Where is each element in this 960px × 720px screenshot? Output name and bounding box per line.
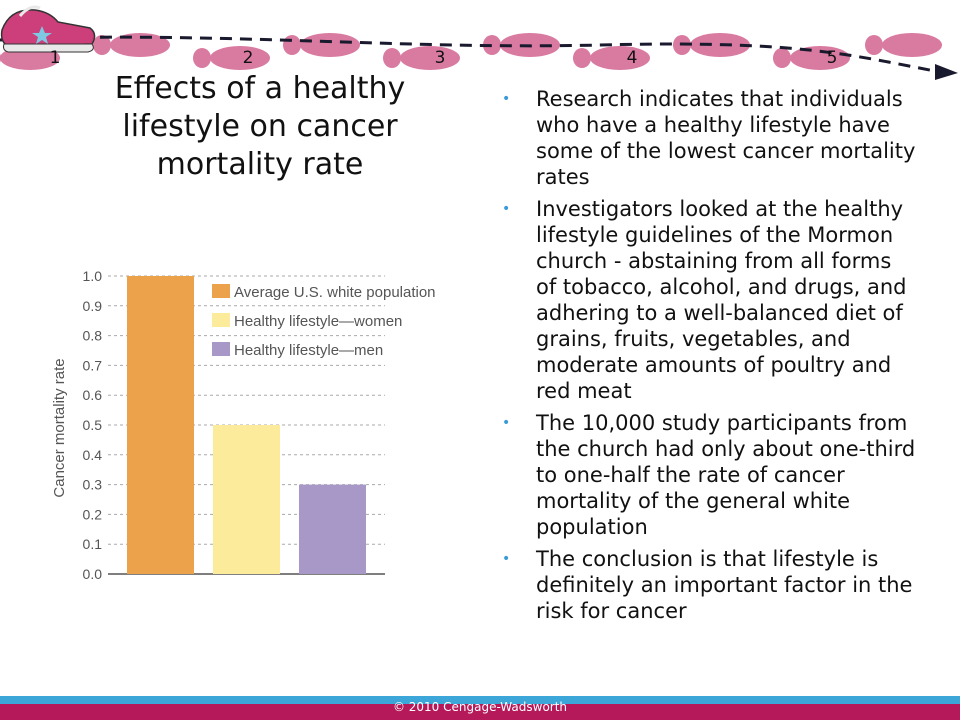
chart-legend: Average U.S. white population Healthy lif… [212, 284, 436, 359]
bullet-dot-icon: • [502, 91, 511, 107]
bullet-dot-icon: • [502, 201, 511, 217]
sneaker-icon [0, 5, 96, 53]
footer-stripe-magenta [0, 704, 960, 720]
bullet-text: The conclusion is that lifestyle is defi… [536, 547, 913, 623]
step-number: 2 [243, 48, 254, 68]
y-axis-ticks: 0.0 0.1 0.2 0.3 0.4 0.5 0.6 0.7 0.8 0.9 1.0 [83, 268, 103, 582]
footprint-icon [573, 46, 650, 70]
step-number: 5 [827, 48, 838, 68]
bullet-item: • The conclusion is that lifestyle is def… [496, 546, 916, 624]
y-tick-label: 0.3 [83, 477, 103, 493]
bullet-dot-icon: • [502, 415, 511, 431]
footprint-icon [193, 46, 270, 70]
y-tick-label: 0.6 [83, 387, 103, 403]
bullet-text: Investigators looked at the healthy life… [536, 197, 907, 403]
y-axis-label: Cancer mortality rate [51, 358, 68, 497]
copyright-text: © 2010 Cengage-Wadsworth [392, 700, 568, 714]
y-tick-label: 0.2 [83, 506, 103, 522]
footprint-icon [383, 46, 460, 70]
footprints [0, 33, 942, 70]
y-tick-label: 0.1 [83, 536, 103, 552]
y-tick-label: 0.5 [83, 417, 103, 433]
bullet-text: Research indicates that individuals who … [536, 87, 916, 189]
y-tick-label: 1.0 [83, 268, 103, 284]
bullet-item: • Investigators looked at the healthy lif… [496, 196, 916, 404]
cancer-mortality-bar-chart: 0.0 0.1 0.2 0.3 0.4 0.5 0.6 0.7 0.8 0.9 1.0 Averag… [51, 268, 436, 582]
dashed-trail-line [0, 35, 941, 74]
bullet-item: • Research indicates that individuals who… [496, 86, 916, 190]
footprint-icon [93, 33, 170, 57]
y-tick-label: 0.8 [83, 328, 103, 344]
bar-2 [213, 425, 280, 574]
step-number: 1 [50, 48, 61, 68]
step-number: 4 [627, 48, 638, 68]
legend-label: Average U.S. white population [234, 284, 436, 301]
trail-arrow-icon [935, 64, 958, 80]
footprint-icon [283, 33, 360, 57]
bar-1 [127, 276, 194, 574]
legend-swatch [212, 284, 230, 298]
bullet-text: The 10,000 study participants from the c… [536, 411, 916, 539]
step-numbers: 1 2 3 4 5 [50, 48, 838, 68]
chart-bars [127, 276, 366, 574]
y-tick-label: 0.4 [83, 447, 103, 463]
y-tick-label: 0.9 [83, 298, 103, 314]
legend-label: Healthy lifestyle—women [234, 313, 402, 330]
footer-stripe-blue [0, 696, 960, 704]
bullet-list: • Research indicates that individuals who… [496, 86, 916, 630]
legend-label: Healthy lifestyle—men [234, 342, 383, 359]
y-tick-label: 0.7 [83, 357, 103, 373]
step-number: 3 [435, 48, 446, 68]
bullet-item: • The 10,000 study participants from the … [496, 410, 916, 540]
footprint-icon [773, 46, 850, 70]
bullet-dot-icon: • [502, 551, 511, 567]
bar-3 [299, 484, 366, 574]
legend-swatch [212, 342, 230, 356]
legend-swatch [212, 313, 230, 327]
slide-title: Effects of a healthy lifestyle on cancer… [114, 71, 406, 182]
footprint-icon [865, 33, 942, 57]
footprint-trail-header: 1 2 3 4 5 [0, 5, 958, 80]
y-tick-label: 0.0 [83, 566, 103, 582]
